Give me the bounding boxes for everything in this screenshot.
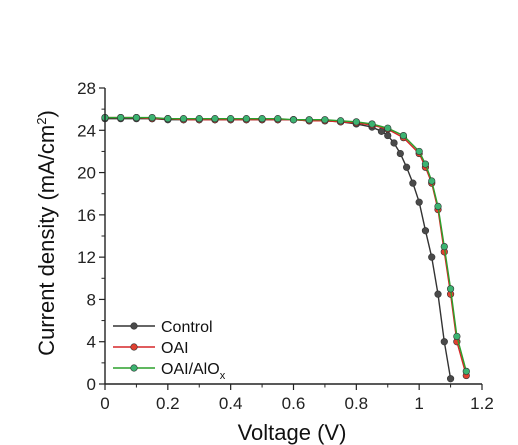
- legend-label-text: Control: [161, 319, 213, 336]
- series-line-0: [105, 117, 452, 379]
- series-point-2: [117, 113, 125, 122]
- series-point-2: [428, 177, 436, 185]
- legend-label-1: OAI: [161, 340, 189, 357]
- series-point-2: [164, 115, 172, 123]
- legend-marker-2: [130, 364, 138, 372]
- series-point-2: [195, 115, 203, 123]
- series-point-2: [289, 116, 298, 124]
- y-tick-label: 20: [77, 164, 96, 183]
- series-point-2: [352, 118, 360, 126]
- legend-label-0: Control: [161, 319, 213, 336]
- series-point-2: [274, 115, 282, 123]
- series-point-2: [211, 115, 219, 123]
- x-tick-label: 0.6: [282, 394, 306, 413]
- series-point-2: [242, 115, 250, 123]
- axes: 0 0.2 0.4 0.6 0.8 1 1.2 0 4 8 12 16 20 24 28: [77, 79, 494, 413]
- x-tick-label: 1: [414, 394, 423, 413]
- series-point-2: [305, 116, 313, 124]
- series-point-0: [390, 139, 398, 147]
- series-line-1: [105, 116, 467, 376]
- series-point-2: [399, 131, 408, 140]
- x-tick-label: 0.8: [345, 394, 369, 413]
- legend-label-text: OAI/AlO: [161, 361, 220, 378]
- series-point-2: [384, 124, 392, 132]
- legend: Control OAI OAI/AlOx: [113, 319, 226, 382]
- series-point-2: [148, 113, 156, 122]
- series-point-0: [428, 253, 436, 261]
- legend-label-text: OAI: [161, 340, 189, 357]
- series-point-0: [440, 338, 448, 346]
- y-axis-title: Current density (mA/cm2): [34, 110, 59, 356]
- series-point-2: [434, 202, 442, 210]
- legend-label-2: OAI/AlOx: [161, 361, 226, 382]
- series-point-2: [321, 116, 329, 124]
- series-point-2: [368, 120, 376, 128]
- x-tick-label: 0.4: [219, 394, 243, 413]
- x-tick-label: 1.2: [470, 394, 494, 413]
- y-tick-label: 24: [77, 121, 96, 140]
- series-point-0: [434, 290, 442, 298]
- y-tick-label: 16: [77, 206, 96, 225]
- series-point-0: [421, 227, 430, 235]
- legend-label-subscript: x: [220, 370, 226, 382]
- series-point-2: [227, 115, 235, 123]
- legend-marker-1: [130, 343, 138, 351]
- series-point-2: [462, 367, 470, 375]
- y-axis-title-sup: 2: [34, 118, 49, 125]
- y-axis-title-main: Current density (mA/cm: [34, 125, 59, 356]
- plot-area: [101, 113, 470, 383]
- series-point-0: [396, 149, 404, 158]
- series-point-2: [421, 160, 430, 168]
- series-point-2: [446, 285, 455, 293]
- series-point-2: [132, 113, 141, 122]
- x-tick-label: 0.2: [156, 394, 180, 413]
- series-point-2: [337, 117, 345, 125]
- series-point-0: [415, 198, 423, 206]
- series-point-0: [403, 163, 411, 171]
- series-point-2: [258, 115, 266, 123]
- x-axis-title: Voltage (V): [238, 420, 347, 445]
- y-tick-label: 28: [77, 79, 96, 98]
- legend-marker-0: [130, 322, 138, 330]
- y-tick-label: 0: [87, 375, 96, 394]
- series-point-0: [446, 375, 455, 383]
- series-point-0: [377, 127, 386, 135]
- x-tick-label: 0: [100, 394, 109, 413]
- y-axis-title-end: ): [34, 110, 59, 117]
- series-point-2: [440, 242, 448, 251]
- series-line-2: [105, 116, 467, 372]
- y-tick-label: 12: [77, 248, 96, 267]
- series-point-2: [415, 147, 423, 156]
- series-point-2: [453, 332, 461, 341]
- series-point-0: [409, 179, 417, 187]
- y-tick-label: 4: [87, 333, 96, 352]
- series-point-2: [179, 115, 188, 123]
- y-tick-label: 8: [87, 290, 96, 309]
- series-point-0: [384, 131, 392, 140]
